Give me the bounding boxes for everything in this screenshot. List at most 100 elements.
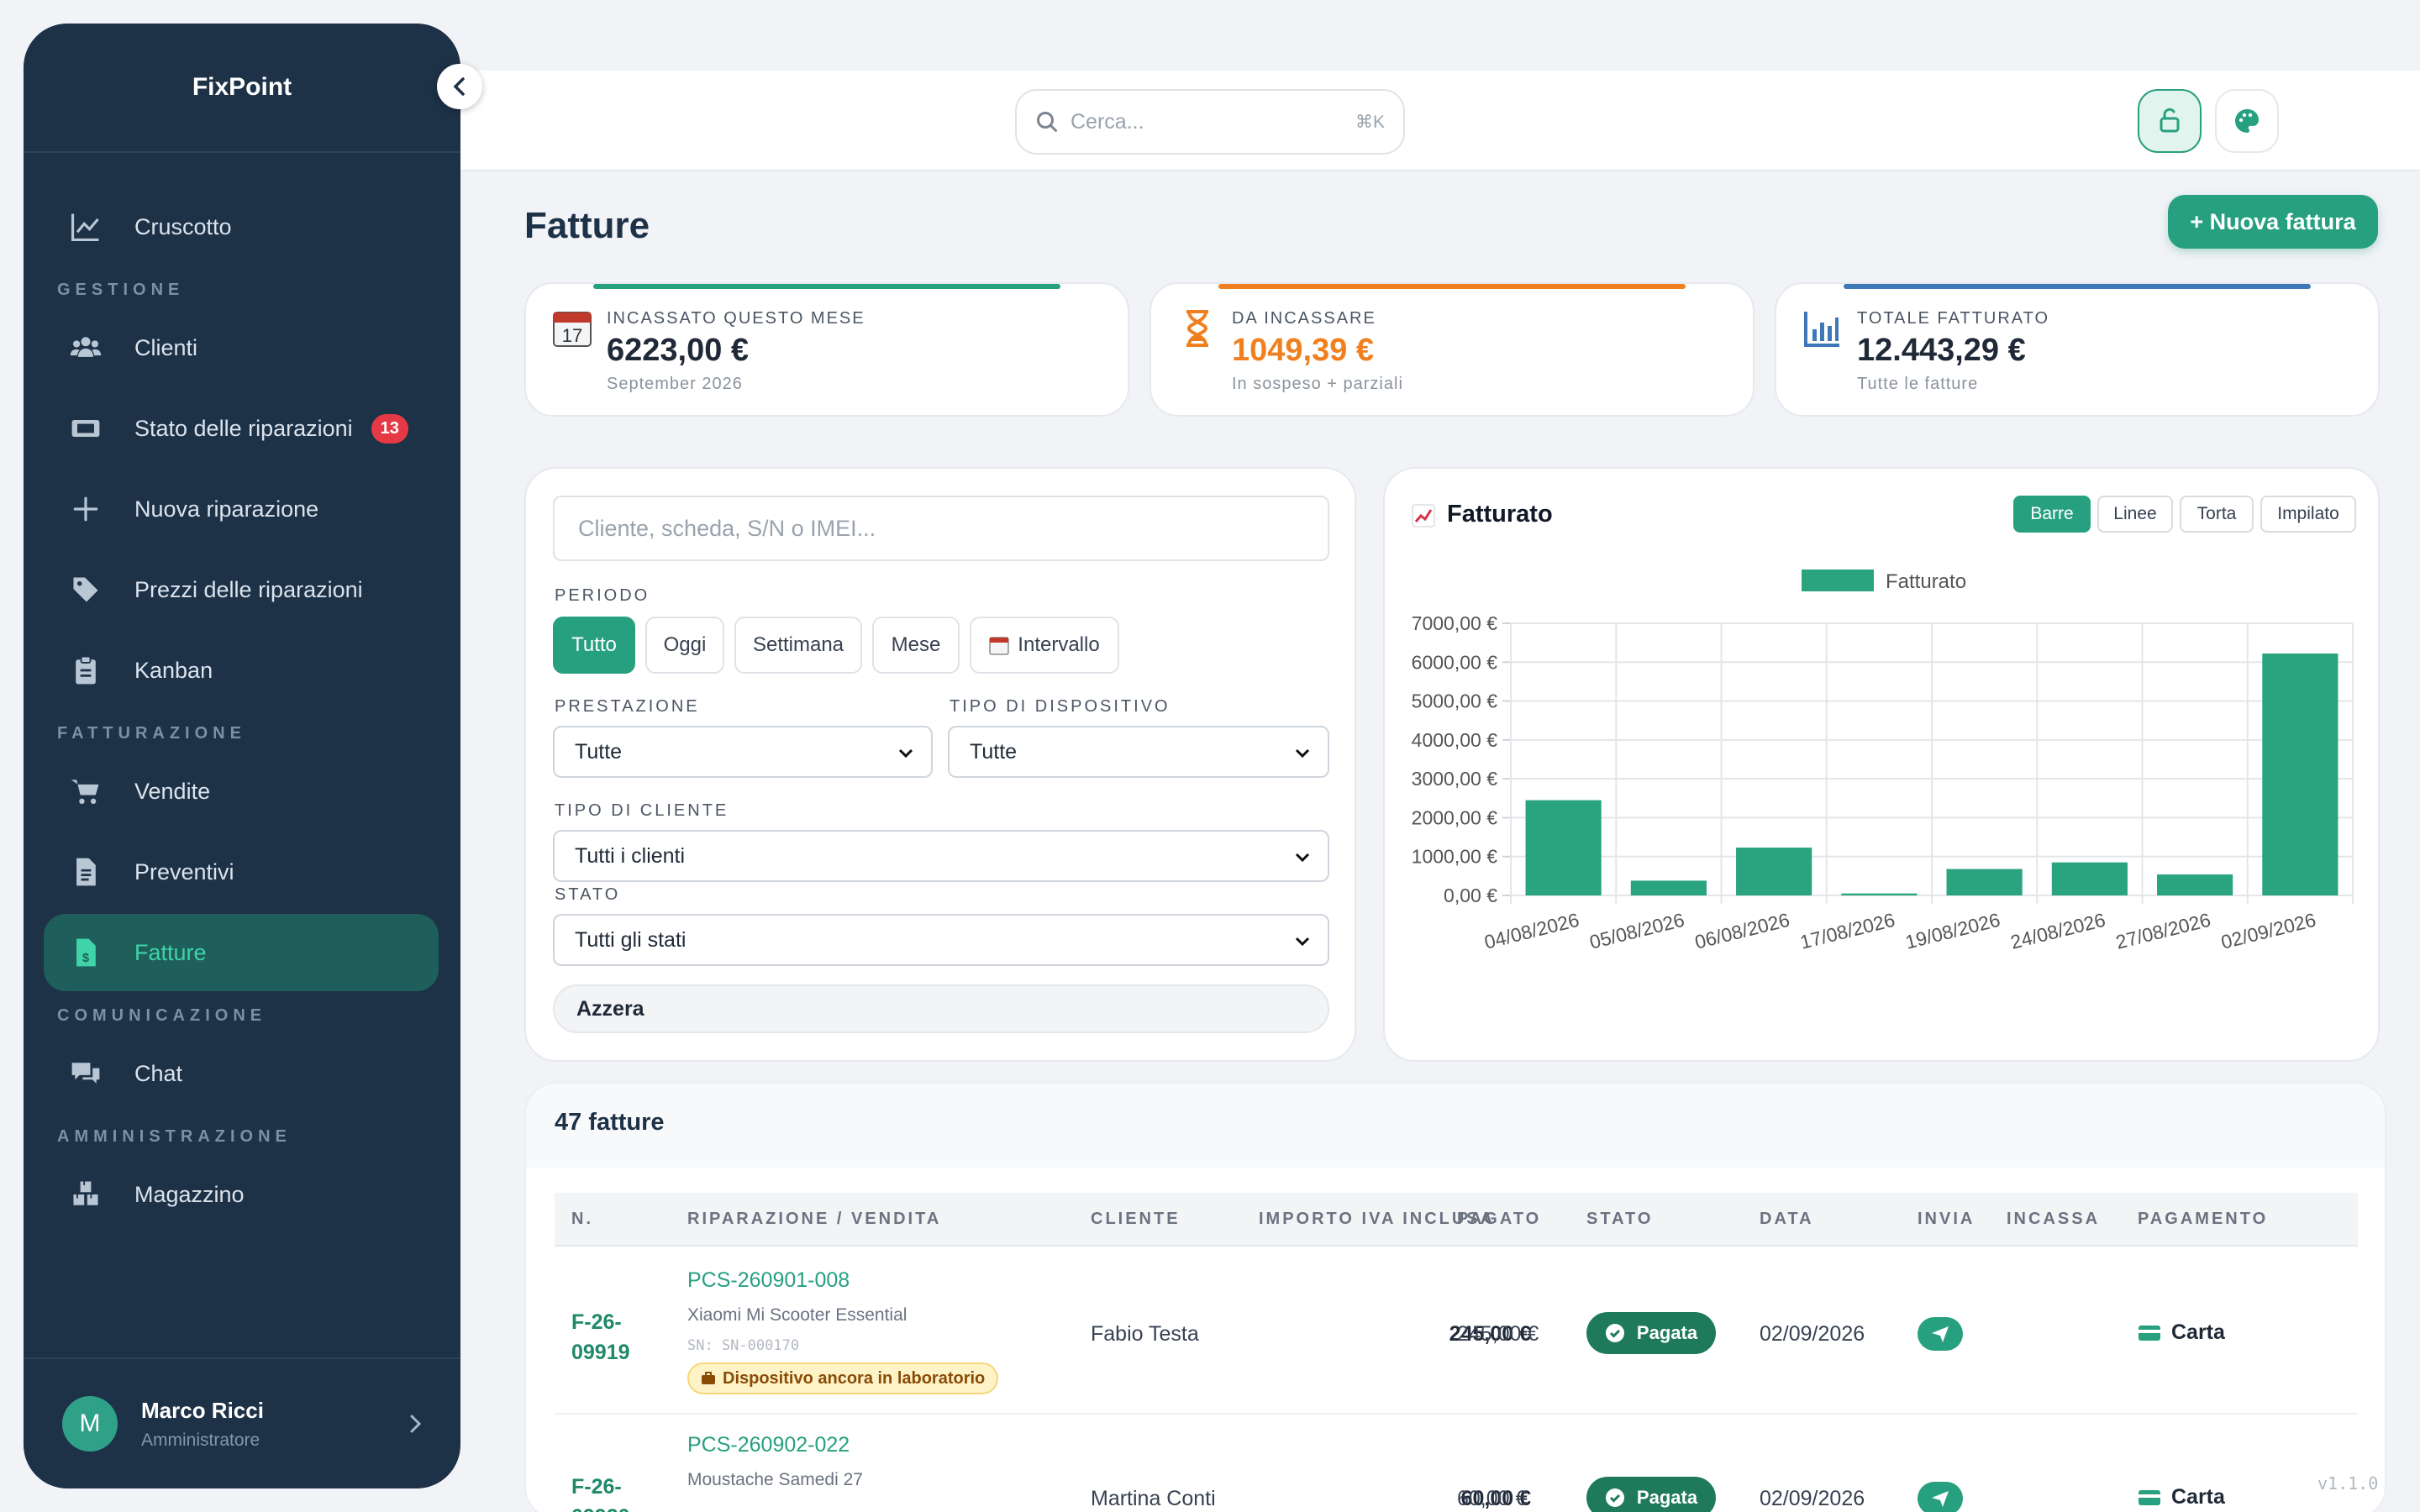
sidebar-item-label: Cruscotto xyxy=(134,213,232,239)
bar-19-08-2026[interactable] xyxy=(1946,869,2023,895)
column-header[interactable]: RIPARAZIONE / VENDITA xyxy=(687,1210,942,1228)
lock-button[interactable] xyxy=(2138,89,2202,153)
status-text: Pagata xyxy=(1636,1322,1698,1343)
service-label: PRESTAZIONE xyxy=(555,697,700,716)
new-invoice-button[interactable]: + Nuova fattura xyxy=(2168,195,2378,249)
chart-type-lines-button[interactable]: Linee xyxy=(2097,496,2173,533)
sidebar-item-preventivi[interactable]: Preventivi xyxy=(44,833,439,911)
bar-05-08-2026[interactable] xyxy=(1630,880,1707,895)
stat-sub: Tutte le fatture xyxy=(1857,375,1979,393)
tags-icon xyxy=(67,571,104,608)
client-name: Martina Conti xyxy=(1091,1487,1216,1510)
period-range-button[interactable]: Intervallo xyxy=(970,617,1119,674)
search-shortcut: ⌘K xyxy=(1355,112,1385,132)
user-name: Marco Ricci xyxy=(141,1397,264,1423)
column-header[interactable]: INVIA xyxy=(1918,1210,1975,1228)
bar-17-08-2026[interactable] xyxy=(1841,893,1918,895)
chevron-left-icon xyxy=(453,77,465,96)
sidebar-item-cruscotto[interactable]: Cruscotto xyxy=(44,188,439,265)
y-tick-label: 3000,00 € xyxy=(1412,768,1498,790)
sidebar-item-magazzino[interactable]: Magazzino xyxy=(44,1156,439,1233)
unlock-icon xyxy=(2160,108,2180,133)
sidebar-item-fatture[interactable]: $ Fatture xyxy=(44,914,439,991)
column-header[interactable]: CLIENTE xyxy=(1091,1210,1181,1228)
chart-type-bars-button[interactable]: Barre xyxy=(2013,496,2091,533)
sidebar-item-label: Vendite xyxy=(134,778,211,804)
x-tick-label: 06/08/2026 xyxy=(1692,909,1791,953)
send-invoice-button[interactable] xyxy=(1918,1482,1963,1512)
y-tick-label: 7000,00 € xyxy=(1412,612,1498,634)
sidebar-item-prezzi-delle-riparazioni[interactable]: Prezzi delle riparazioni xyxy=(44,551,439,628)
period-month-button[interactable]: Mese xyxy=(872,617,960,674)
sidebar-item-label: Fatture xyxy=(134,939,207,965)
column-header[interactable]: IMPORTO IVA INCLUSA xyxy=(1259,1210,1496,1228)
column-header[interactable]: PAGATO xyxy=(1457,1210,1542,1228)
client-type-label: TIPO DI CLIENTE xyxy=(555,801,729,820)
service-select-value: Tutte xyxy=(575,739,623,764)
user-profile[interactable]: M Marco Ricci Amministratore xyxy=(24,1357,460,1488)
repairs-count-badge: 13 xyxy=(371,413,408,444)
client-name: Fabio Testa xyxy=(1091,1322,1199,1346)
briefcase-icon xyxy=(702,1372,715,1384)
sidebar-item-label: Stato delle riparazioni xyxy=(134,415,353,441)
invoice-table: N. RIPARAZIONE / VENDITA CLIENTE IMPORTO IV… xyxy=(526,1168,2385,1512)
repair-ref-link[interactable]: PCS-260902-022 xyxy=(687,1433,850,1457)
column-header[interactable]: PAGAMENTO xyxy=(2138,1210,2269,1228)
sidebar-item-label: Kanban xyxy=(134,657,213,683)
sidebar-item-stato-delle-riparazioni[interactable]: Stato delle riparazioni 13 xyxy=(44,390,439,467)
bar-06-08-2026[interactable] xyxy=(1736,848,1812,895)
page-title: Fatture xyxy=(524,205,650,246)
card-accent-bar xyxy=(593,284,1060,289)
status-select[interactable]: Tutti gli stati xyxy=(553,914,1329,966)
collapse-sidebar-button[interactable] xyxy=(437,64,482,109)
reset-filters-button[interactable]: Azzera xyxy=(553,984,1329,1033)
payment-method-label: Carta xyxy=(2171,1320,2225,1344)
bar-27-08-2026[interactable] xyxy=(2157,874,2233,895)
column-header[interactable]: INCASSA xyxy=(2007,1210,2101,1228)
chart-type-pie-button[interactable]: Torta xyxy=(2180,496,2254,533)
sidebar-item-clienti[interactable]: Clienti xyxy=(44,309,439,386)
y-tick-label: 5000,00 € xyxy=(1412,690,1498,712)
period-today-button[interactable]: Oggi xyxy=(645,617,724,674)
sidebar: FixPoint Cruscotto GESTIONE Clienti Stato d… xyxy=(24,24,460,1488)
column-header[interactable]: N. xyxy=(571,1210,593,1228)
x-tick-label: 19/08/2026 xyxy=(1903,909,2002,953)
global-search[interactable]: Cerca... ⌘K xyxy=(1015,89,1405,155)
invoice-number-link[interactable]: F-26- 09920 xyxy=(571,1475,630,1512)
send-invoice-button[interactable] xyxy=(1918,1317,1963,1351)
period-all-button[interactable]: Tutto xyxy=(553,617,635,674)
sidebar-item-kanban[interactable]: Kanban xyxy=(44,632,439,709)
theme-button[interactable] xyxy=(2215,89,2279,153)
invoice-number-link[interactable]: F-26- 09919 xyxy=(571,1310,630,1364)
column-header[interactable]: STATO xyxy=(1586,1210,1654,1228)
service-select[interactable]: Tutte xyxy=(553,726,933,778)
client-type-select-value: Tutti i clienti xyxy=(575,843,686,868)
device-name: Moustache Samedi 27 xyxy=(687,1470,863,1489)
chart-type-stacked-button[interactable]: Impilato xyxy=(2260,496,2356,533)
device-type-select[interactable]: Tutte xyxy=(948,726,1329,778)
period-range-label: Intervallo xyxy=(1018,633,1100,656)
app-brand[interactable]: FixPoint xyxy=(24,24,460,153)
sidebar-item-chat[interactable]: Chat xyxy=(44,1035,439,1112)
table-row[interactable] xyxy=(555,1252,2358,1415)
client-type-select[interactable]: Tutti i clienti xyxy=(553,830,1329,882)
stat-value: 1049,39 € xyxy=(1232,333,1375,368)
lab-warning-text: Dispositivo ancora in laboratorio xyxy=(723,1368,986,1388)
invoice-search-input[interactable]: Cliente, scheda, S/N o IMEI... xyxy=(553,496,1329,561)
repair-ref-link[interactable]: PCS-260901-008 xyxy=(687,1268,850,1292)
revenue-chart-panel: Fatturato Barre Linee Torta Impilato Fat… xyxy=(1383,467,2380,1062)
column-header[interactable]: DATA xyxy=(1760,1210,1814,1228)
payment-method-label: Carta xyxy=(2171,1485,2225,1509)
revenue-bar-chart: Fatturato 0,00 € 1000,00 € 2000,00 € 3000,00… xyxy=(1412,570,2354,953)
stat-card-collected: 17 INCASSATO QUESTO MESE 6223,00 € Septe… xyxy=(524,282,1129,417)
bar-02-09-2026[interactable] xyxy=(2262,653,2338,895)
sidebar-item-vendite[interactable]: Vendite xyxy=(44,753,439,830)
nav-section-comunicazione: COMUNICAZIONE xyxy=(57,1006,267,1025)
search-icon xyxy=(1037,112,1057,132)
bar-04-08-2026[interactable] xyxy=(1525,800,1602,895)
bar-24-08-2026[interactable] xyxy=(2051,862,2128,895)
x-tick-label: 04/08/2026 xyxy=(1482,909,1581,953)
status-badge: Pagata xyxy=(1586,1312,1716,1354)
sidebar-item-nuova-riparazione[interactable]: Nuova riparazione xyxy=(44,470,439,548)
period-week-button[interactable]: Settimana xyxy=(734,617,862,674)
